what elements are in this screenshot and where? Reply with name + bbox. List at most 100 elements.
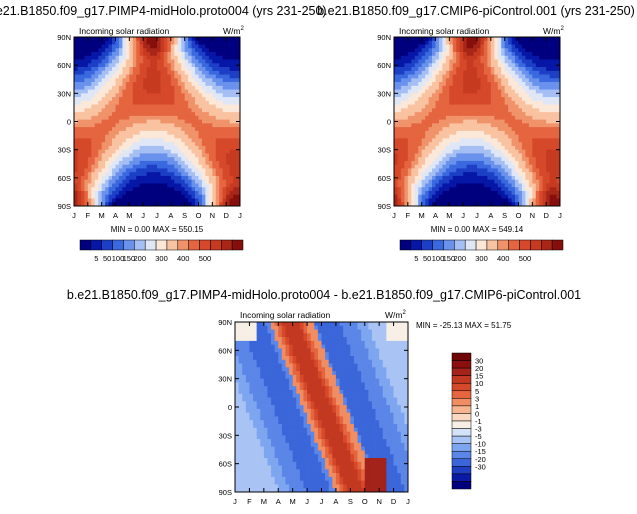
heatmap-cell — [511, 74, 516, 79]
heatmap-cell — [494, 198, 499, 203]
heatmap-cell — [235, 329, 239, 334]
heatmap-cell — [245, 348, 250, 353]
heatmap-cell — [136, 108, 141, 113]
heatmap-cell — [501, 187, 506, 192]
heatmap-cell — [432, 164, 436, 169]
heatmap-cell — [445, 134, 450, 139]
heatmap-cell — [477, 149, 481, 154]
heatmap-cell — [480, 187, 485, 192]
heatmap-cell — [222, 74, 227, 79]
heatmap-cell — [425, 85, 429, 90]
heatmap-cell — [511, 172, 516, 177]
heatmap-cell — [411, 93, 416, 98]
heatmap-cell — [84, 44, 89, 49]
heatmap-cell — [101, 168, 106, 173]
heatmap-cell — [553, 55, 557, 60]
heatmap-cell — [201, 123, 206, 128]
heatmap-cell — [146, 153, 151, 158]
heatmap-cell — [170, 145, 175, 151]
heatmap-cell — [122, 93, 127, 98]
heatmap-cell — [191, 123, 196, 128]
heatmap-cell — [112, 85, 116, 90]
heatmap-cell — [542, 70, 547, 75]
heatmap-cell — [435, 48, 440, 53]
heatmap-cell — [435, 187, 440, 192]
heatmap-cell — [473, 149, 478, 154]
heatmap-cell — [229, 82, 234, 87]
heatmap-cell — [477, 82, 481, 87]
heatmap-cell — [263, 352, 268, 357]
heatmap-cell — [411, 190, 416, 196]
heatmap-cell — [463, 179, 467, 184]
heatmap-cell — [174, 142, 179, 147]
heatmap-cell — [249, 344, 254, 349]
heatmap-cell — [132, 37, 137, 42]
heatmap-cell — [118, 52, 123, 57]
heatmap-cell — [105, 134, 109, 139]
heatmap-cell — [201, 190, 206, 196]
heatmap-cell — [129, 130, 134, 135]
heatmap-cell — [115, 55, 120, 60]
heatmap-cell — [188, 164, 192, 169]
heatmap-cell — [463, 52, 467, 57]
heatmap-cell — [112, 164, 116, 169]
heatmap-cell — [198, 187, 203, 192]
heatmap-cell — [470, 164, 474, 169]
heatmap-cell — [515, 70, 519, 75]
heatmap-cell — [542, 153, 547, 158]
heatmap-cell — [222, 100, 227, 105]
heatmap-cell — [236, 82, 241, 87]
heatmap-cell — [470, 52, 474, 57]
heatmap-cell — [229, 145, 234, 151]
heatmap-cell — [501, 179, 506, 184]
heatmap-cell — [477, 198, 481, 203]
heatmap-cell — [435, 164, 440, 169]
heatmap-cell — [105, 89, 109, 94]
heatmap-cell — [477, 108, 481, 113]
heatmap-cell — [404, 100, 409, 105]
heatmap-cell — [394, 187, 398, 192]
heatmap-cell — [77, 112, 82, 117]
heatmap-cell — [160, 85, 165, 90]
heatmap-cell — [452, 115, 457, 120]
heatmap-cell — [438, 134, 443, 139]
heatmap-cell — [205, 138, 210, 143]
heatmap-cell — [470, 108, 474, 113]
y-tick-label: 0 — [67, 118, 71, 127]
heatmap-cell — [477, 55, 481, 60]
heatmap-cell — [463, 202, 467, 207]
heatmap-cell — [466, 134, 471, 139]
heatmap-cell — [146, 187, 151, 192]
heatmap-cell — [477, 44, 481, 49]
heatmap-cell — [393, 348, 398, 353]
heatmap-cell — [394, 127, 398, 132]
heatmap-cell — [449, 164, 454, 169]
x-tick-label: M — [99, 211, 105, 220]
heatmap-cell — [511, 115, 516, 120]
heatmap-cell — [153, 82, 158, 87]
heatmap-cell — [226, 142, 230, 147]
heatmap-cell — [525, 89, 530, 94]
heatmap-cell — [546, 123, 550, 128]
heatmap-cell — [157, 89, 161, 94]
heatmap-cell — [87, 175, 92, 181]
heatmap-cell — [94, 55, 99, 60]
heatmap-cell — [556, 70, 561, 75]
heatmap-cell — [361, 348, 366, 353]
heatmap-cell — [364, 333, 369, 338]
heatmap-cell — [195, 100, 199, 105]
heatmap-cell — [98, 108, 103, 113]
heatmap-cell — [226, 59, 230, 64]
heatmap-cell — [546, 67, 550, 72]
heatmap-cell — [105, 153, 109, 158]
heatmap-cell — [129, 194, 134, 199]
heatmap-cell — [136, 183, 141, 188]
heatmap-cell — [108, 149, 113, 154]
heatmap-cell — [466, 93, 471, 98]
heatmap-cell — [501, 190, 506, 196]
heatmap-cell — [414, 134, 419, 139]
heatmap-cell — [504, 93, 509, 98]
heatmap-cell — [382, 352, 387, 357]
heatmap-cell — [442, 44, 447, 49]
